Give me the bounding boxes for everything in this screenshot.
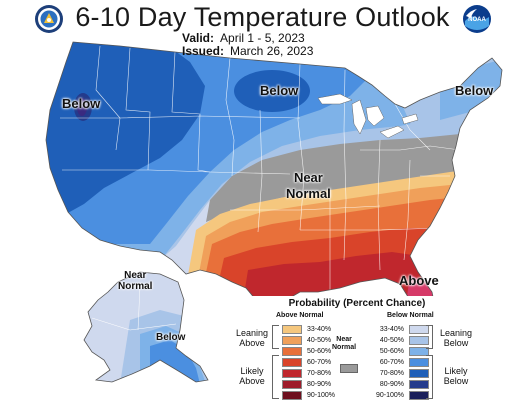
likely-below-line2: Below xyxy=(443,376,469,386)
legend-near-line1: Near xyxy=(336,336,352,343)
legend-below-range: 50-60% xyxy=(379,347,404,355)
legend-below-swatch xyxy=(409,368,429,378)
legend-above-swatch xyxy=(282,346,302,356)
issued-value: March 26, 2023 xyxy=(230,44,314,58)
label-north-below: Below xyxy=(260,83,299,98)
legend-above-header: Above Normal xyxy=(276,312,324,319)
likely-above-line1: Likely xyxy=(240,366,264,376)
valid-value: April 1 - 5, 2023 xyxy=(220,31,305,45)
legend-below-swatch xyxy=(409,335,429,345)
page-title: 6-10 Day Temperature Outlook xyxy=(75,2,450,32)
legend-below-row: 90-100% xyxy=(370,390,429,400)
legend-bracket-likely-below xyxy=(426,355,433,399)
label-southeast-above: Above xyxy=(399,273,439,288)
legend-leaning-below: Leaning Below xyxy=(436,328,476,348)
legend-above-row: 50-60% xyxy=(282,346,341,356)
doc-seal-logo xyxy=(34,4,64,34)
legend-near-line2: Normal xyxy=(332,344,357,351)
issued-label: Issued: xyxy=(182,44,225,58)
legend-above-swatch xyxy=(282,379,302,389)
svg-text:NOAA: NOAA xyxy=(468,17,486,23)
legend-above-swatch xyxy=(282,390,302,400)
legend-below-swatch xyxy=(409,324,429,334)
label-center-normal: Normal xyxy=(286,186,331,201)
label-east-below: Below xyxy=(455,83,494,98)
north-below-core xyxy=(234,70,310,112)
legend-above-row: 90-100% xyxy=(282,390,341,400)
legend-above-row: 40-50% xyxy=(282,335,341,345)
legend-above-swatch xyxy=(282,368,302,378)
legend-below-swatch xyxy=(409,357,429,367)
legend-above-range: 50-60% xyxy=(307,347,332,355)
likely-below-line1: Likely xyxy=(444,366,468,376)
legend-above-row: 70-80% xyxy=(282,368,341,378)
label-west-below: Below xyxy=(62,96,101,111)
legend-above-range: 90-100% xyxy=(307,391,336,399)
legend-above-row: 80-90% xyxy=(282,379,341,389)
legend-below-range: 60-70% xyxy=(379,358,404,366)
legend-leaning-above: Leaning Above xyxy=(234,328,270,348)
leaning-above-line1: Leaning xyxy=(235,328,269,338)
label-center-near: Near xyxy=(293,170,323,185)
legend-below-row: 80-90% xyxy=(370,379,429,389)
label-alaska-normal: Normal xyxy=(118,281,153,292)
legend-below-range: 70-80% xyxy=(379,369,404,377)
legend-below-row: 60-70% xyxy=(370,357,429,367)
legend-above-swatch xyxy=(282,335,302,345)
legend-likely-below: Likely Below xyxy=(436,366,476,386)
legend-above-swatch xyxy=(282,357,302,367)
legend: Probability (Percent Chance) Above Norma… xyxy=(232,296,482,404)
leaning-above-line2: Above xyxy=(239,338,265,348)
legend-below-swatch xyxy=(409,390,429,400)
likely-above-line2: Above xyxy=(239,376,265,386)
legend-below-range: 80-90% xyxy=(379,380,404,388)
noaa-logo: NOAA xyxy=(462,4,492,34)
label-alaska-near: Near xyxy=(124,270,147,281)
legend-above-row: 60-70% xyxy=(282,357,341,367)
legend-likely-above: Likely Above xyxy=(234,366,270,386)
legend-below-row: 50-60% xyxy=(370,346,429,356)
legend-above-range: 70-80% xyxy=(307,369,332,377)
legend-above-swatch xyxy=(282,324,302,334)
great-lakes xyxy=(317,93,419,139)
legend-above-range: 80-90% xyxy=(307,380,332,388)
legend-below-swatch xyxy=(409,346,429,356)
legend-below-row: 70-80% xyxy=(370,368,429,378)
legend-bracket-leaning-above xyxy=(272,325,279,349)
legend-bracket-leaning-below xyxy=(426,325,433,349)
legend-near-normal-swatch xyxy=(340,364,358,373)
legend-near-normal-label: Near Normal xyxy=(332,336,356,352)
leaning-below-line2: Below xyxy=(443,338,469,348)
legend-below-row: 40-50% xyxy=(370,335,429,345)
legend-below-range: 90-100% xyxy=(375,391,404,399)
legend-below-range: 33-40% xyxy=(379,325,404,333)
issued-date: Issued: March 26, 2023 xyxy=(182,44,313,58)
label-alaska-below: Below xyxy=(156,332,186,343)
legend-bracket-likely-above xyxy=(272,355,279,399)
label-center-near-normal: Near Normal xyxy=(286,170,331,202)
legend-above-row: 33-40% xyxy=(282,324,341,334)
legend-below-range: 40-50% xyxy=(379,336,404,344)
leaning-below-line1: Leaning xyxy=(439,328,473,338)
label-alaska-near-normal: Near Normal xyxy=(118,270,152,292)
legend-below-header: Below Normal xyxy=(387,312,434,319)
legend-above-range: 40-50% xyxy=(307,336,332,344)
legend-title: Probability (Percent Chance) xyxy=(288,298,426,309)
legend-below-swatch xyxy=(409,379,429,389)
legend-above-range: 33-40% xyxy=(307,325,332,333)
valid-label: Valid: xyxy=(182,31,215,45)
legend-below-row: 33-40% xyxy=(370,324,429,334)
legend-above-range: 60-70% xyxy=(307,358,332,366)
valid-dates: Valid: April 1 - 5, 2023 xyxy=(182,31,305,45)
